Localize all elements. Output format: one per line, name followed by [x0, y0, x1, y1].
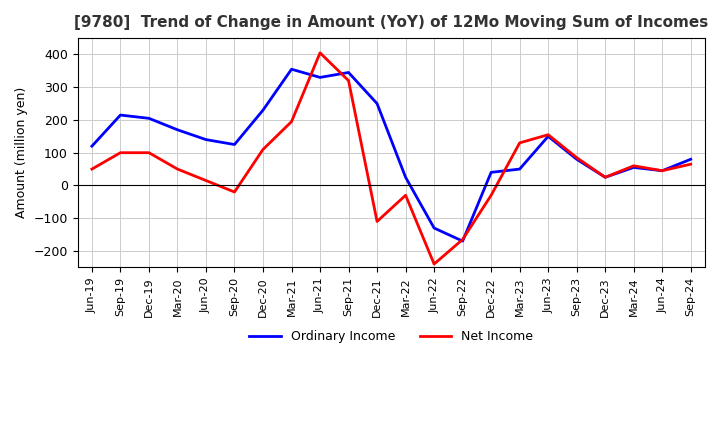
Ordinary Income [459, 238, 467, 244]
Net Income [315, 50, 324, 55]
Ordinary Income [116, 112, 125, 117]
Net Income [658, 168, 667, 173]
Title: [9780]  Trend of Change in Amount (YoY) of 12Mo Moving Sum of Incomes: [9780] Trend of Change in Amount (YoY) o… [74, 15, 708, 30]
Net Income [173, 166, 181, 172]
Ordinary Income [487, 170, 495, 175]
Ordinary Income [287, 66, 296, 72]
Net Income [116, 150, 125, 155]
Net Income [459, 237, 467, 242]
Ordinary Income [202, 137, 210, 142]
Ordinary Income [658, 168, 667, 173]
Ordinary Income [601, 175, 610, 180]
Ordinary Income [516, 166, 524, 172]
Ordinary Income [572, 157, 581, 162]
Ordinary Income [544, 134, 552, 139]
Ordinary Income [344, 70, 353, 75]
Net Income [401, 193, 410, 198]
Ordinary Income [88, 143, 96, 149]
Net Income [230, 189, 239, 194]
Net Income [516, 140, 524, 146]
Net Income [430, 261, 438, 267]
Legend: Ordinary Income, Net Income: Ordinary Income, Net Income [244, 325, 539, 348]
Net Income [145, 150, 153, 155]
Net Income [202, 178, 210, 183]
Net Income [344, 78, 353, 83]
Ordinary Income [315, 75, 324, 80]
Net Income [487, 193, 495, 198]
Y-axis label: Amount (million yen): Amount (million yen) [15, 87, 28, 218]
Net Income [88, 166, 96, 172]
Net Income [287, 119, 296, 124]
Ordinary Income [373, 101, 382, 106]
Net Income [258, 147, 267, 152]
Net Income [601, 175, 610, 180]
Net Income [686, 161, 695, 167]
Line: Net Income: Net Income [92, 53, 690, 264]
Line: Ordinary Income: Ordinary Income [92, 69, 690, 241]
Net Income [373, 219, 382, 224]
Net Income [544, 132, 552, 137]
Ordinary Income [401, 175, 410, 180]
Ordinary Income [173, 127, 181, 132]
Net Income [629, 163, 638, 169]
Ordinary Income [686, 157, 695, 162]
Ordinary Income [258, 107, 267, 113]
Net Income [572, 155, 581, 160]
Ordinary Income [145, 116, 153, 121]
Ordinary Income [230, 142, 239, 147]
Ordinary Income [430, 225, 438, 231]
Ordinary Income [629, 165, 638, 170]
